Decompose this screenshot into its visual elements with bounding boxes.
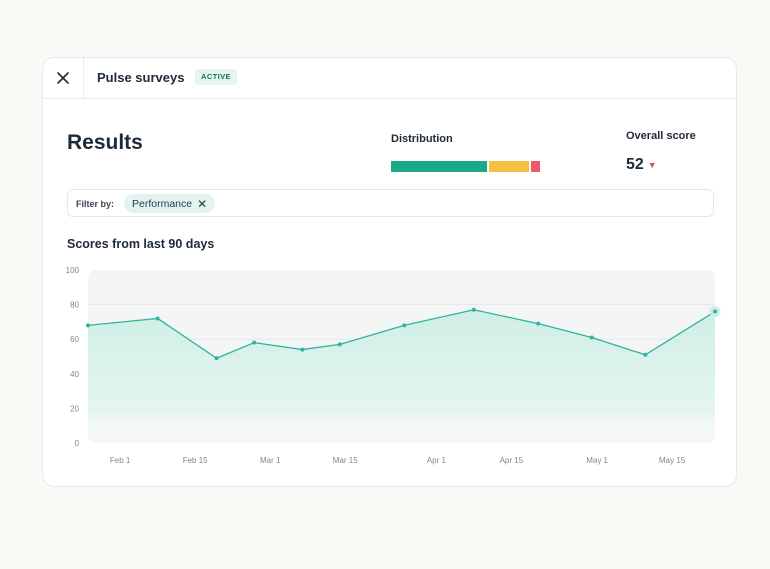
overall-score: 52 ▼ <box>626 156 657 174</box>
overall-score-value: 52 <box>626 156 644 173</box>
filter-label: Filter by: <box>76 199 115 209</box>
status-badge: ACTIVE <box>195 69 237 85</box>
y-tick-label: 100 <box>66 266 80 275</box>
data-point <box>713 309 717 314</box>
chart-title: Scores from last 90 days <box>67 237 215 251</box>
x-tick-label: Feb 1 <box>110 456 131 465</box>
close-button[interactable] <box>43 58 84 98</box>
series-area <box>88 309 715 443</box>
y-tick-label: 60 <box>70 335 79 344</box>
data-point <box>252 340 257 345</box>
close-icon[interactable]: ✕ <box>197 196 208 211</box>
y-tick-label: 0 <box>75 439 80 448</box>
data-point <box>643 352 648 357</box>
x-tick-label: Apr 1 <box>427 456 447 465</box>
x-tick-label: Mar 15 <box>333 456 358 465</box>
page-title: Pulse surveys <box>97 70 185 85</box>
distribution-bar <box>391 161 540 172</box>
distribution-segment-neutral <box>489 161 529 172</box>
filter-bar[interactable]: Filter by: Performance ✕ <box>67 189 714 217</box>
filter-chip-performance[interactable]: Performance ✕ <box>124 194 216 213</box>
data-point <box>337 342 342 347</box>
distribution-segment-positive <box>391 161 487 172</box>
y-tick-label: 80 <box>70 301 79 310</box>
x-tick-label: Apr 15 <box>500 456 524 465</box>
overall-score-label: Overall score <box>626 130 696 142</box>
data-point <box>155 316 160 321</box>
data-point <box>86 323 90 328</box>
top-bar: Pulse surveys ACTIVE <box>43 58 736 99</box>
data-point <box>471 307 476 312</box>
distribution-label: Distribution <box>391 133 453 145</box>
data-point <box>214 356 219 361</box>
results-heading: Results <box>67 131 143 154</box>
y-tick-label: 20 <box>70 404 79 413</box>
x-tick-label: Mar 1 <box>260 456 281 465</box>
series-line <box>87 309 716 359</box>
x-tick-label: Feb 15 <box>183 456 208 465</box>
distribution-segment-negative <box>531 161 540 172</box>
data-point <box>536 321 541 326</box>
x-tick-label: May 1 <box>586 456 608 465</box>
close-icon <box>57 72 69 84</box>
triangle-down-icon: ▼ <box>647 160 657 170</box>
filter-chip-label: Performance <box>132 197 193 210</box>
x-tick-label: May 15 <box>659 456 686 465</box>
data-point <box>300 347 305 352</box>
y-tick-label: 40 <box>70 370 79 379</box>
data-point <box>402 323 407 328</box>
data-point <box>589 335 594 340</box>
